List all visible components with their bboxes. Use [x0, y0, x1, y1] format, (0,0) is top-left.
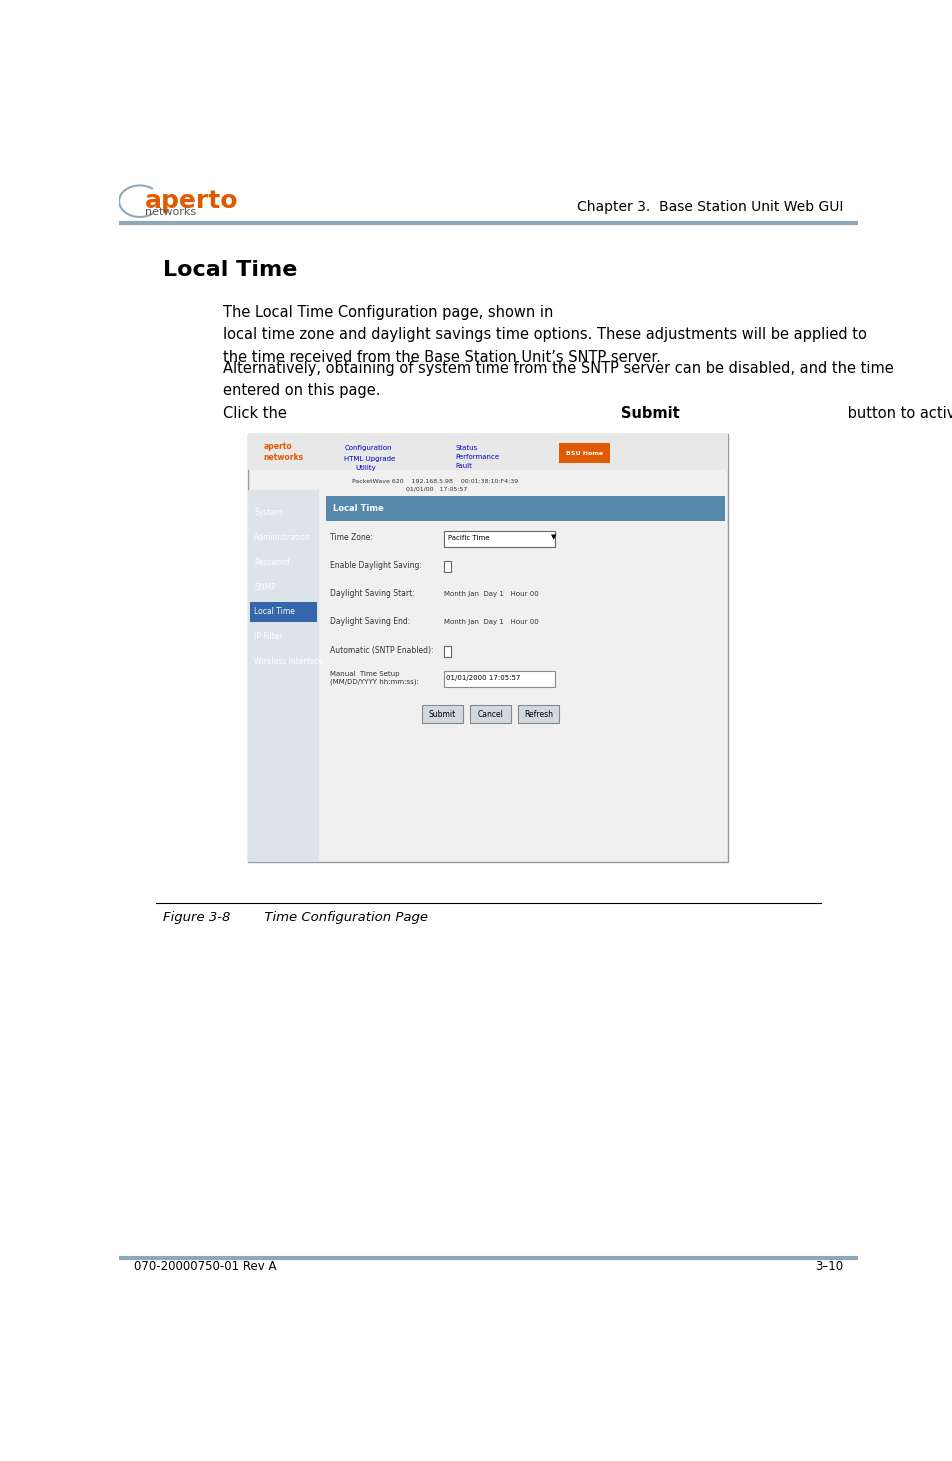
Text: Pacific Time: Pacific Time	[447, 535, 488, 541]
FancyBboxPatch shape	[249, 627, 317, 647]
Text: System: System	[254, 508, 283, 517]
FancyBboxPatch shape	[469, 706, 510, 723]
Text: entered on this page.: entered on this page.	[222, 383, 380, 399]
Text: IP Filter: IP Filter	[254, 633, 283, 641]
Text: ▼: ▼	[550, 535, 556, 541]
FancyBboxPatch shape	[444, 672, 554, 687]
Text: Password: Password	[254, 558, 289, 567]
Text: Alternatively, obtaining of system time from the SNTP server can be disabled, an: Alternatively, obtaining of system time …	[222, 361, 892, 375]
Text: Daylight Saving Start:: Daylight Saving Start:	[329, 589, 414, 599]
FancyBboxPatch shape	[249, 552, 317, 573]
Text: Submit: Submit	[621, 406, 679, 421]
Text: Automatic (SNTP Enabled):: Automatic (SNTP Enabled):	[329, 646, 432, 655]
Text: 070-20000750-01 Rev A: 070-20000750-01 Rev A	[133, 1259, 276, 1273]
Text: Status: Status	[455, 444, 477, 450]
Text: Utility: Utility	[355, 465, 376, 470]
Text: Local Time: Local Time	[333, 504, 384, 513]
Text: Chapter 3.  Base Station Unit Web GUI: Chapter 3. Base Station Unit Web GUI	[576, 200, 842, 213]
FancyBboxPatch shape	[249, 602, 317, 622]
Text: aperto: aperto	[145, 188, 238, 213]
FancyBboxPatch shape	[326, 495, 724, 520]
FancyBboxPatch shape	[444, 530, 554, 546]
FancyBboxPatch shape	[249, 503, 317, 523]
Text: Configuration: Configuration	[344, 444, 391, 450]
Text: aperto
networks: aperto networks	[263, 443, 303, 462]
FancyBboxPatch shape	[248, 491, 318, 862]
Text: the time received from the Base Station Unit’s SNTP server.: the time received from the Base Station …	[222, 349, 660, 365]
FancyBboxPatch shape	[249, 527, 317, 548]
Text: Enable Daylight Saving:: Enable Daylight Saving:	[329, 561, 421, 570]
Text: Click the: Click the	[222, 406, 290, 421]
Text: Wireless Interface: Wireless Interface	[254, 657, 323, 666]
Text: The Local Time Configuration page, shown in: The Local Time Configuration page, shown…	[222, 305, 557, 320]
Text: Fault: Fault	[455, 463, 471, 469]
Text: Refresh: Refresh	[524, 710, 552, 719]
Text: HTML Upgrade: HTML Upgrade	[344, 456, 395, 462]
Text: PacketWave 620    192.168.5.98    00:01:38:10:F4:39: PacketWave 620 192.168.5.98 00:01:38:10:…	[351, 479, 518, 484]
Text: Month Jan  Day 1   Hour 00: Month Jan Day 1 Hour 00	[444, 590, 538, 596]
Text: button to activate any changes made on this page.: button to activate any changes made on t…	[843, 406, 952, 421]
Text: 01/01/00   17:05:57: 01/01/00 17:05:57	[351, 487, 466, 492]
Text: Submit: Submit	[428, 710, 455, 719]
Text: networks: networks	[145, 207, 196, 218]
FancyBboxPatch shape	[422, 706, 462, 723]
Text: Cancel: Cancel	[477, 710, 503, 719]
FancyBboxPatch shape	[248, 434, 727, 862]
Text: Manual  Time Setup
(MM/DD/YYYY hh:mm:ss):: Manual Time Setup (MM/DD/YYYY hh:mm:ss):	[329, 672, 418, 685]
Text: 3–10: 3–10	[814, 1259, 842, 1273]
FancyBboxPatch shape	[517, 706, 558, 723]
Text: 01/01/2000 17:05:57: 01/01/2000 17:05:57	[446, 675, 520, 681]
FancyBboxPatch shape	[249, 577, 317, 598]
FancyBboxPatch shape	[444, 561, 451, 573]
Text: Time Zone:: Time Zone:	[329, 533, 372, 542]
Text: Performance: Performance	[455, 453, 499, 460]
FancyBboxPatch shape	[248, 434, 727, 470]
Text: Daylight Saving End:: Daylight Saving End:	[329, 618, 409, 627]
Text: BSU Home: BSU Home	[565, 450, 603, 456]
Text: Local Time: Local Time	[254, 608, 295, 617]
FancyBboxPatch shape	[249, 652, 317, 672]
FancyBboxPatch shape	[558, 443, 609, 463]
FancyBboxPatch shape	[444, 646, 451, 657]
Text: Administration: Administration	[254, 533, 310, 542]
Text: Local Time: Local Time	[164, 260, 298, 279]
Text: Figure 3-8        Time Configuration Page: Figure 3-8 Time Configuration Page	[164, 912, 428, 923]
Text: Month Jan  Day 1   Hour 00: Month Jan Day 1 Hour 00	[444, 619, 538, 625]
Text: SNMP: SNMP	[254, 583, 276, 592]
Text: local time zone and daylight savings time options. These adjustments will be app: local time zone and daylight savings tim…	[222, 327, 865, 342]
